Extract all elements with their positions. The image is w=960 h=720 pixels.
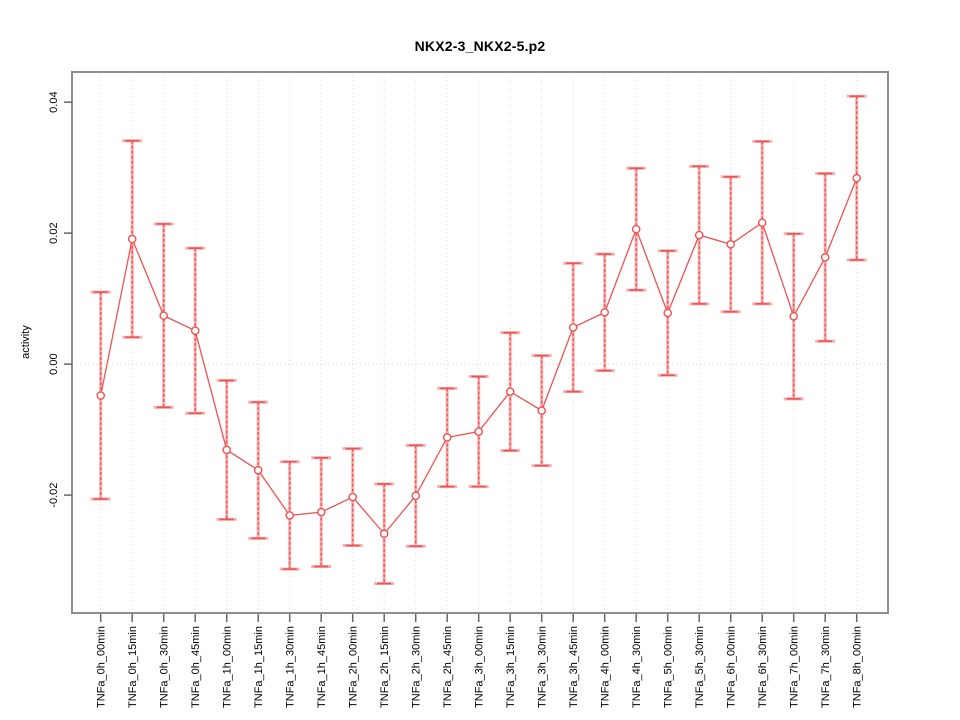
- data-point-marker: [442, 433, 452, 442]
- data-point-marker: [253, 465, 263, 475]
- data-point-marker: [789, 312, 799, 321]
- x-tick-label: TNFa_1h_15min: [253, 626, 265, 708]
- plot-border: [71, 71, 889, 614]
- y-axis-label: activity: [20, 325, 32, 359]
- data-point-marker: [348, 492, 358, 502]
- x-tick-label: TNFa_3h_30min: [537, 626, 549, 708]
- x-tick-label: TNFa_2h_00min: [348, 626, 360, 708]
- data-point-marker: [285, 511, 295, 520]
- y-tick-label: 0.04: [48, 91, 60, 112]
- x-tick-label: TNFa_1h_45min: [316, 626, 328, 708]
- data-point-marker: [127, 234, 137, 244]
- x-tick-label: TNFa_0h_15min: [127, 626, 139, 708]
- x-tick-label: TNFa_2h_30min: [411, 626, 423, 708]
- x-tick-label: TNFa_4h_30min: [631, 626, 643, 708]
- data-point-marker: [379, 529, 389, 539]
- data-point-marker: [411, 491, 421, 501]
- x-tick-label: TNFa_0h_00min: [96, 626, 108, 708]
- chart-title: NKX2-3_NKX2-5.p2: [414, 38, 546, 54]
- x-tick-label: TNFa_1h_30min: [285, 626, 297, 708]
- data-point-marker: [852, 173, 862, 183]
- data-point-marker: [316, 507, 326, 517]
- data-point-marker: [190, 326, 200, 336]
- data-point-marker: [537, 406, 547, 415]
- data-point-marker: [600, 308, 610, 317]
- x-tick-label: TNFa_3h_45min: [568, 626, 580, 708]
- x-tick-label: TNFa_3h_00min: [474, 626, 486, 708]
- data-point-marker: [663, 308, 673, 318]
- data-point-marker: [474, 427, 484, 436]
- data-point-marker: [694, 230, 704, 240]
- y-tick-label: -0.02: [48, 483, 60, 508]
- x-tick-label: TNFa_1h_00min: [222, 626, 234, 708]
- data-point-marker: [96, 391, 105, 400]
- x-tick-label: TNFa_3h_15min: [505, 626, 517, 708]
- x-tick-label: TNFa_2h_45min: [442, 626, 454, 708]
- x-tick-label: TNFa_8h_00min: [852, 626, 864, 708]
- data-point-marker: [222, 445, 231, 455]
- data-point-marker: [159, 311, 168, 320]
- x-tick-label: TNFa_0h_45min: [190, 626, 202, 708]
- x-tick-label: TNFa_2h_15min: [379, 626, 391, 708]
- data-point-marker: [631, 224, 641, 234]
- x-tick-label: TNFa_7h_00min: [789, 626, 801, 708]
- x-tick-label: TNFa_5h_00min: [663, 626, 675, 708]
- data-point-marker: [820, 253, 830, 262]
- y-tick-label: 0.02: [48, 222, 60, 243]
- x-tick-label: TNFa_6h_00min: [726, 626, 738, 708]
- x-tick-label: TNFa_0h_30min: [159, 626, 171, 708]
- y-tick-label: 0.00: [48, 353, 60, 374]
- data-point-marker: [757, 218, 767, 227]
- x-tick-label: TNFa_4h_00min: [600, 626, 612, 708]
- data-point-marker: [726, 239, 736, 249]
- data-point-marker: [568, 323, 578, 332]
- data-point-marker: [505, 387, 515, 396]
- x-tick-label: TNFa_6h_30min: [757, 626, 769, 708]
- x-tick-label: TNFa_7h_30min: [820, 626, 832, 708]
- x-tick-label: TNFa_5h_30min: [694, 626, 706, 708]
